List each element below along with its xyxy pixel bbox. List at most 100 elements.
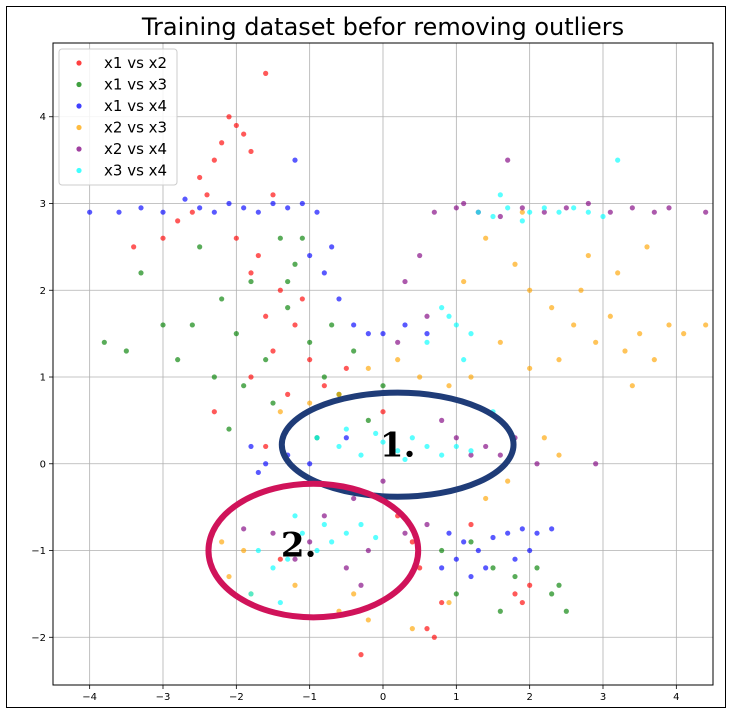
data-point [373, 430, 379, 437]
data-point [439, 565, 445, 571]
annotation-label-1: 1. [380, 426, 416, 466]
data-point [549, 305, 555, 311]
data-point [241, 526, 247, 532]
data-point [241, 131, 247, 137]
data-point [263, 313, 269, 319]
data-point [233, 235, 239, 241]
data-point [255, 469, 261, 476]
data-point [248, 148, 254, 155]
series-6 [248, 157, 621, 606]
data-point [175, 218, 181, 224]
data-point [446, 599, 452, 606]
legend-label: x1 vs x4 [104, 97, 167, 115]
data-point [255, 209, 261, 215]
series-2 [101, 235, 569, 614]
legend-marker [76, 167, 82, 174]
data-point [534, 565, 540, 571]
data-point [483, 565, 489, 571]
data-point [307, 339, 313, 345]
data-point [299, 200, 305, 207]
legend-box [58, 48, 178, 186]
data-point [292, 261, 298, 267]
data-point [277, 409, 283, 415]
data-point [497, 452, 503, 458]
data-point [270, 400, 276, 406]
data-point [439, 417, 445, 423]
data-point [483, 443, 489, 450]
data-point [600, 213, 606, 220]
data-point [468, 573, 474, 580]
data-point [446, 530, 452, 536]
data-point [468, 539, 474, 545]
data-point [226, 426, 232, 432]
data-point [263, 443, 269, 450]
data-point [211, 374, 217, 380]
data-point [505, 530, 511, 536]
data-point [593, 461, 599, 467]
data-point [475, 547, 481, 554]
legend-marker [76, 60, 82, 66]
data-point [468, 521, 474, 528]
data-point [527, 365, 533, 371]
data-point [358, 521, 364, 528]
annotation-label-2: 2. [281, 525, 317, 565]
data-point [131, 244, 137, 250]
data-point [461, 278, 467, 285]
annotations: 1. 2. [205, 389, 517, 621]
data-point [468, 452, 474, 458]
data-point [402, 322, 408, 328]
data-point [226, 200, 232, 207]
data-point [556, 582, 562, 588]
data-point [395, 339, 401, 345]
data-point [233, 122, 239, 129]
data-point [475, 209, 481, 215]
data-point [329, 539, 335, 545]
data-point [263, 461, 269, 467]
data-point [211, 157, 217, 163]
data-point [615, 270, 621, 276]
data-point [351, 322, 357, 328]
data-point [321, 383, 327, 389]
data-point [189, 322, 195, 328]
data-point [321, 521, 327, 528]
data-point [629, 383, 635, 389]
data-points [87, 70, 709, 658]
data-point [365, 417, 371, 423]
data-point [219, 539, 225, 545]
data-point [534, 530, 540, 536]
data-point [292, 582, 298, 588]
data-point [622, 348, 628, 354]
data-point [512, 556, 518, 562]
data-point [490, 534, 496, 541]
data-point [211, 409, 217, 415]
data-point [629, 205, 635, 211]
chart-title: Training dataset befor removing outliers [141, 13, 624, 41]
data-point [329, 244, 335, 250]
data-point [527, 582, 533, 588]
data-point [351, 348, 357, 354]
x-tick-label: 1 [453, 692, 459, 703]
data-point [431, 634, 437, 640]
data-point [666, 205, 672, 211]
data-point [292, 322, 298, 328]
x-tick-label: −3 [156, 692, 171, 703]
data-point [578, 287, 584, 293]
data-point [446, 313, 452, 319]
data-point [365, 547, 371, 554]
legend-marker [76, 81, 82, 88]
data-point [277, 235, 283, 241]
data-point [263, 70, 269, 76]
data-point [219, 140, 225, 146]
y-tick-label: 2 [40, 286, 46, 297]
data-point [285, 391, 291, 397]
data-point [461, 357, 467, 363]
x-tick-label: 4 [673, 692, 679, 703]
data-point [336, 443, 342, 450]
data-point [637, 331, 643, 337]
data-point [563, 205, 569, 211]
data-point [497, 213, 503, 220]
data-point [490, 213, 496, 220]
data-point [541, 435, 547, 441]
data-point [182, 196, 188, 202]
data-point [321, 374, 327, 380]
